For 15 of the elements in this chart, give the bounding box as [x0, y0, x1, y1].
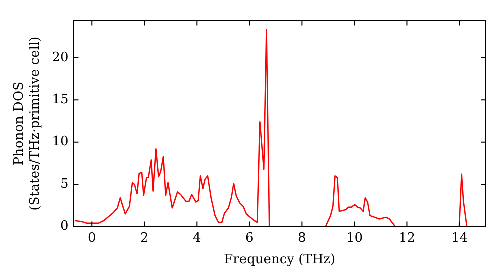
- x-tick-label: 2: [140, 230, 149, 246]
- x-tick-label: 4: [193, 230, 202, 246]
- y-tick-label: 5: [60, 176, 69, 192]
- x-tick-label: 0: [88, 230, 96, 246]
- x-tick-label: 8: [298, 230, 306, 246]
- y-tick-label: 20: [52, 50, 69, 66]
- x-tick-label: 6: [246, 230, 254, 246]
- y-tick-label: 15: [52, 92, 69, 108]
- x-tick-label: 10: [346, 230, 363, 246]
- x-axis-title: Frequency (THz): [224, 252, 336, 268]
- y-tick-label: 0: [60, 219, 69, 234]
- y-axis-title: Phonon DOS (States/THz·primitive cell): [12, 36, 43, 211]
- x-tick-label: 14: [451, 230, 468, 246]
- x-tick-label: 12: [398, 230, 416, 246]
- y-tick-label: 10: [52, 134, 69, 150]
